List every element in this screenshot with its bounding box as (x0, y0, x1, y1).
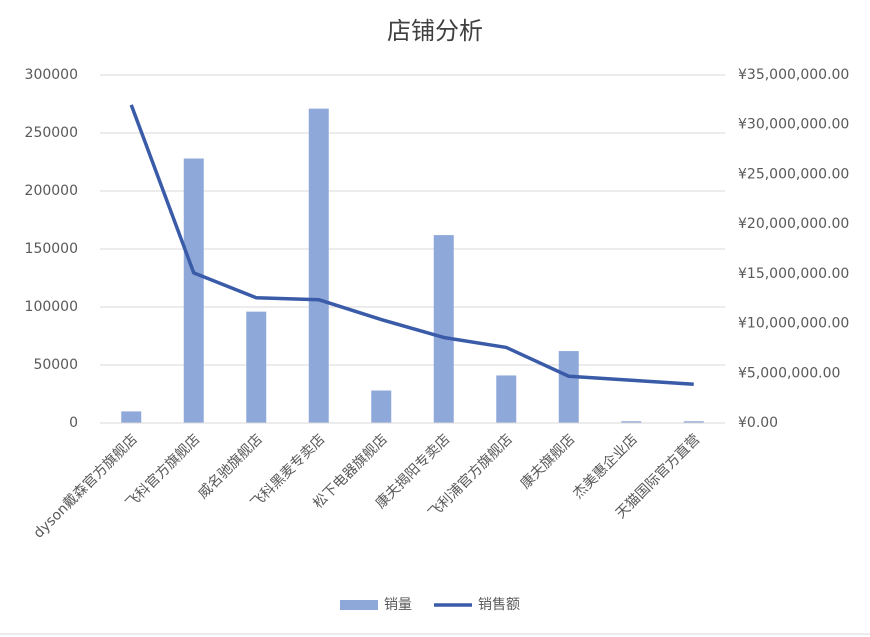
y2-tick-label: ¥25,000,000.00 (738, 166, 849, 182)
y2-tick-label: ¥10,000,000.00 (738, 316, 849, 332)
legend-label: 销量 (384, 597, 412, 613)
y2-tick-label: ¥20,000,000.00 (738, 216, 849, 232)
legend-swatch (340, 600, 378, 610)
y-tick-label: 100000 (25, 299, 78, 315)
bar (183, 158, 204, 423)
y2-tick-label: ¥15,000,000.00 (738, 266, 849, 282)
y2-tick-label: ¥0.00 (738, 415, 778, 431)
bar (683, 421, 704, 423)
y-tick-label: 300000 (25, 67, 78, 83)
bar (433, 235, 454, 423)
y-tick-label: 0 (69, 415, 78, 431)
bar (246, 311, 267, 423)
line (129, 104, 694, 386)
y-tick-label: 150000 (25, 241, 78, 257)
bar (371, 390, 392, 423)
bar (496, 375, 517, 423)
y2-tick-label: ¥5,000,000.00 (738, 365, 840, 381)
y2-tick-label: ¥35,000,000.00 (738, 67, 849, 83)
bar (621, 421, 642, 423)
bar (558, 351, 579, 423)
legend-label: 销售额 (478, 597, 520, 613)
y-tick-label: 200000 (25, 183, 78, 199)
bar (121, 411, 142, 423)
chart-title: 店铺分析 (387, 17, 483, 45)
y-tick-label: 250000 (25, 125, 78, 141)
y-tick-label: 50000 (33, 357, 78, 373)
y2-tick-label: ¥30,000,000.00 (738, 117, 849, 133)
bar (308, 108, 329, 423)
